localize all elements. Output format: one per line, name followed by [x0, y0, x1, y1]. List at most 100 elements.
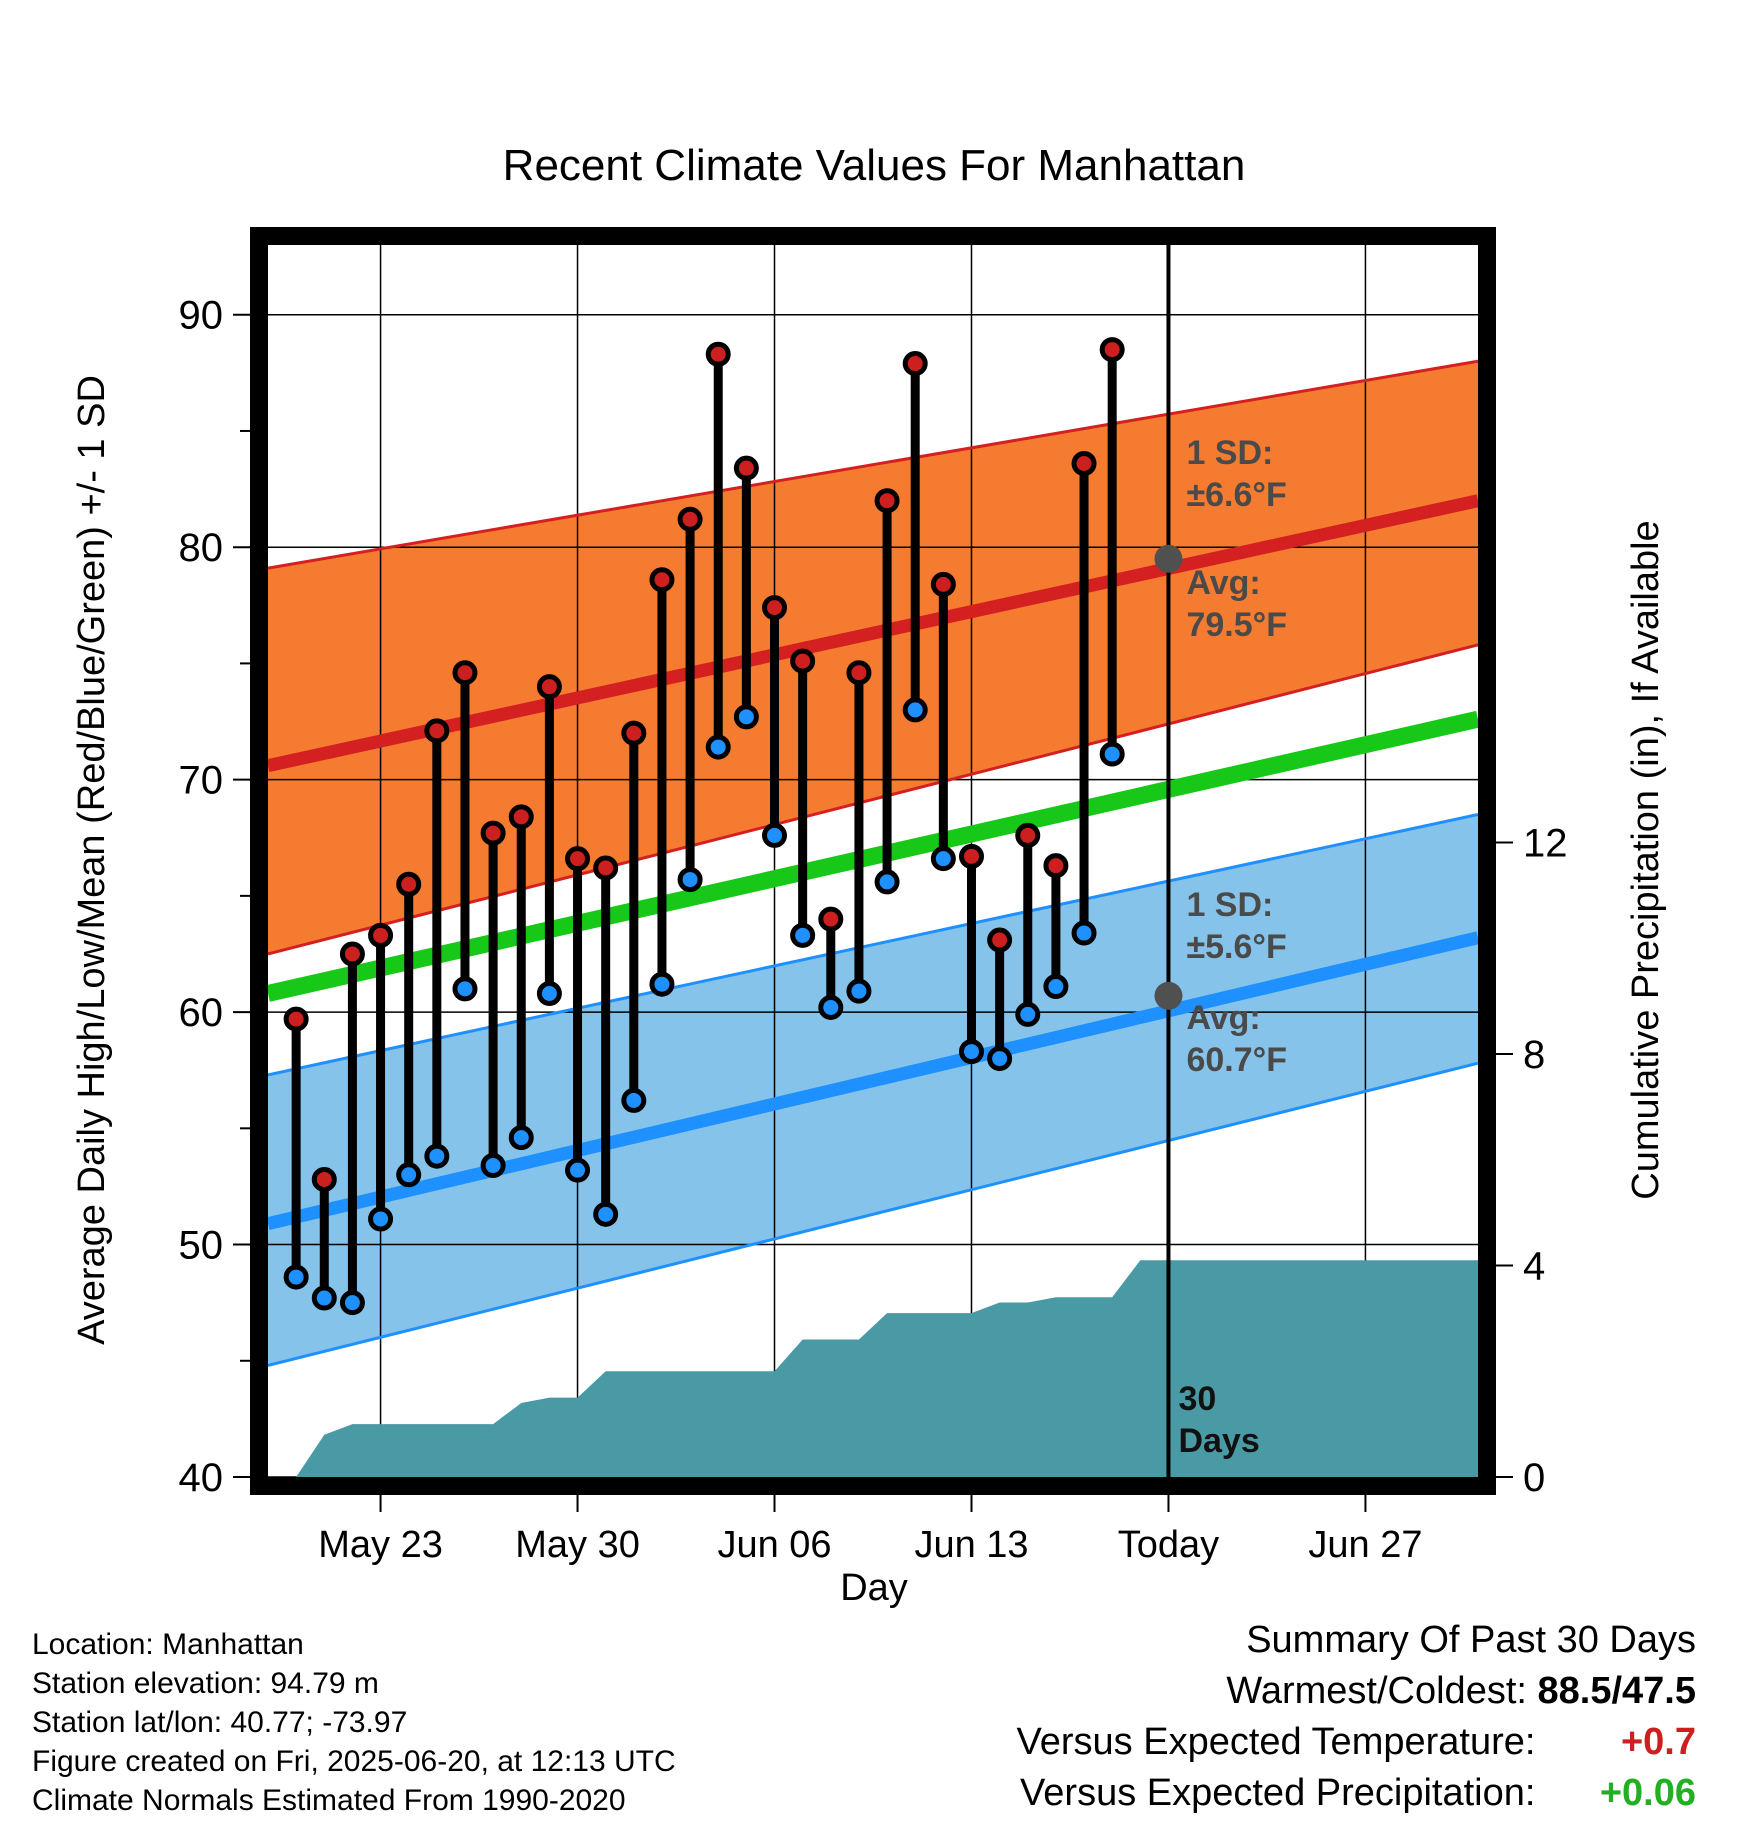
- low-temp-point: [1043, 974, 1069, 1000]
- high-sd-band: [268, 361, 1478, 954]
- precip-area: [268, 1260, 1478, 1477]
- high-temp-point: [705, 341, 731, 367]
- high-temp-point: [283, 1006, 309, 1032]
- high-temp-point: [1043, 853, 1069, 879]
- today-avg-high-marker: [1154, 544, 1183, 573]
- low-temp-point: [452, 976, 478, 1002]
- info-location: Location: Manhattan: [32, 1628, 304, 1661]
- high-temp-point: [958, 843, 984, 869]
- y-tick-label: 80: [179, 526, 224, 570]
- low-avg-annotation: Avg:: [1186, 999, 1260, 1037]
- high-temp-point: [339, 941, 365, 967]
- low-temp-point: [593, 1201, 619, 1227]
- high-temp-point: [593, 855, 619, 881]
- summary-warmest-label: Warmest/Coldest:: [1226, 1670, 1527, 1712]
- high-temp-point: [677, 506, 703, 532]
- low-temp-point: [790, 922, 816, 948]
- high-sd-annotation: 1 SD:: [1186, 434, 1273, 472]
- summary-precip-value: +0.06: [1599, 1772, 1696, 1814]
- low-sd-annotation: 1 SD:: [1186, 886, 1273, 924]
- info-normals: Climate Normals Estimated From 1990-2020: [32, 1784, 626, 1817]
- summary-temp-value: +0.7: [1620, 1721, 1696, 1763]
- high-temp-point: [762, 595, 788, 621]
- high-temp-point: [902, 351, 928, 377]
- low-lower-line: [268, 1061, 1478, 1367]
- x-tick-label: Jun 06: [717, 1524, 831, 1566]
- x-tick-label: Jun 13: [914, 1524, 1028, 1566]
- x-tick-label: Jun 27: [1308, 1524, 1422, 1566]
- info-elevation: Station elevation: 94.79 m: [32, 1667, 379, 1700]
- high-avg-annotation: 79.5°F: [1186, 606, 1287, 644]
- low-temp-point: [930, 846, 956, 872]
- high-temp-point: [565, 846, 591, 872]
- y-tick-label: 60: [179, 991, 224, 1035]
- normal-mean-line: [268, 710, 1478, 1002]
- summary-warmest-row: Warmest/Coldest: 88.5/47.5: [1017, 1666, 1696, 1717]
- low-sd-annotation: ±5.6°F: [1186, 928, 1286, 966]
- summary-precip-row: Versus Expected Precipitation: +0.06: [1017, 1768, 1696, 1819]
- high-temp-point: [311, 1166, 337, 1192]
- summary-panel: Summary Of Past 30 Days Warmest/Coldest:…: [1017, 1615, 1696, 1819]
- summary-temp-label: Versus Expected Temperature:: [1016, 1721, 1536, 1763]
- summary-title: Summary Of Past 30 Days: [1246, 1619, 1696, 1661]
- low-temp-point: [311, 1285, 337, 1311]
- summary-warmest-value: 88.5/47.5: [1537, 1670, 1696, 1712]
- low-temp-point: [480, 1153, 506, 1179]
- low-temp-point: [958, 1039, 984, 1065]
- y2-tick-label: 8: [1523, 1033, 1545, 1077]
- y-tick-label: 40: [179, 1456, 224, 1500]
- high-temp-point: [930, 571, 956, 597]
- climate-chart: Recent Climate Values For Manhattan 1 SD…: [71, 141, 1667, 1609]
- high-temp-point: [508, 804, 534, 830]
- normal-high-line: [268, 494, 1478, 773]
- low-temp-point: [339, 1290, 365, 1316]
- high-temp-point: [790, 648, 816, 674]
- y-tick-label: 90: [179, 294, 224, 338]
- y-tick-label: 70: [179, 759, 224, 803]
- low-temp-point: [762, 822, 788, 848]
- high-temp-point: [536, 674, 562, 700]
- high-temp-point: [368, 922, 394, 948]
- low-temp-point: [902, 697, 928, 723]
- y-axis-label: Average Daily High/Low/Mean (Red/Blue/Gr…: [71, 375, 113, 1345]
- y2-tick-label: 0: [1523, 1456, 1545, 1500]
- plot-content: [268, 245, 1478, 1477]
- x-tick-label: Today: [1118, 1524, 1219, 1566]
- low-temp-point: [649, 971, 675, 997]
- today-avg-low-marker: [1154, 981, 1183, 1010]
- low-temp-point: [1015, 1001, 1041, 1027]
- summary-precip-label: Versus Expected Precipitation:: [1020, 1772, 1536, 1814]
- chart-title: Recent Climate Values For Manhattan: [503, 141, 1246, 190]
- high-temp-point: [1015, 822, 1041, 848]
- low-temp-point: [283, 1264, 309, 1290]
- high-temp-point: [621, 720, 647, 746]
- high-temp-point: [1071, 451, 1097, 477]
- low-temp-point: [846, 978, 872, 1004]
- y2-tick-label: 4: [1523, 1244, 1545, 1288]
- low-temp-point: [424, 1143, 450, 1169]
- low-temp-point: [621, 1087, 647, 1113]
- high-temp-point: [480, 820, 506, 846]
- low-temp-point: [508, 1125, 534, 1151]
- high-temp-point: [818, 906, 844, 932]
- plot-frame: [250, 227, 1496, 1495]
- y-tick-label: 50: [179, 1224, 224, 1268]
- low-temp-point: [677, 867, 703, 893]
- today-days-label: 30: [1178, 1380, 1216, 1418]
- normal-low-line: [268, 931, 1478, 1230]
- high-lower-line: [268, 643, 1478, 956]
- high-avg-annotation: Avg:: [1186, 564, 1260, 602]
- low-temp-point: [565, 1157, 591, 1183]
- high-temp-point: [424, 718, 450, 744]
- high-temp-point: [874, 488, 900, 514]
- low-temp-point: [1099, 741, 1125, 767]
- y2-axis-label: Cumulative Precipitation (in), If Availa…: [1625, 520, 1667, 1199]
- low-temp-point: [987, 1046, 1013, 1072]
- high-temp-point: [396, 871, 422, 897]
- low-upper-line: [268, 813, 1478, 1077]
- low-temp-point: [705, 734, 731, 760]
- x-tick-label: May 30: [515, 1524, 640, 1566]
- high-sd-annotation: ±6.6°F: [1186, 476, 1286, 514]
- low-temp-point: [396, 1162, 422, 1188]
- high-temp-point: [649, 567, 675, 593]
